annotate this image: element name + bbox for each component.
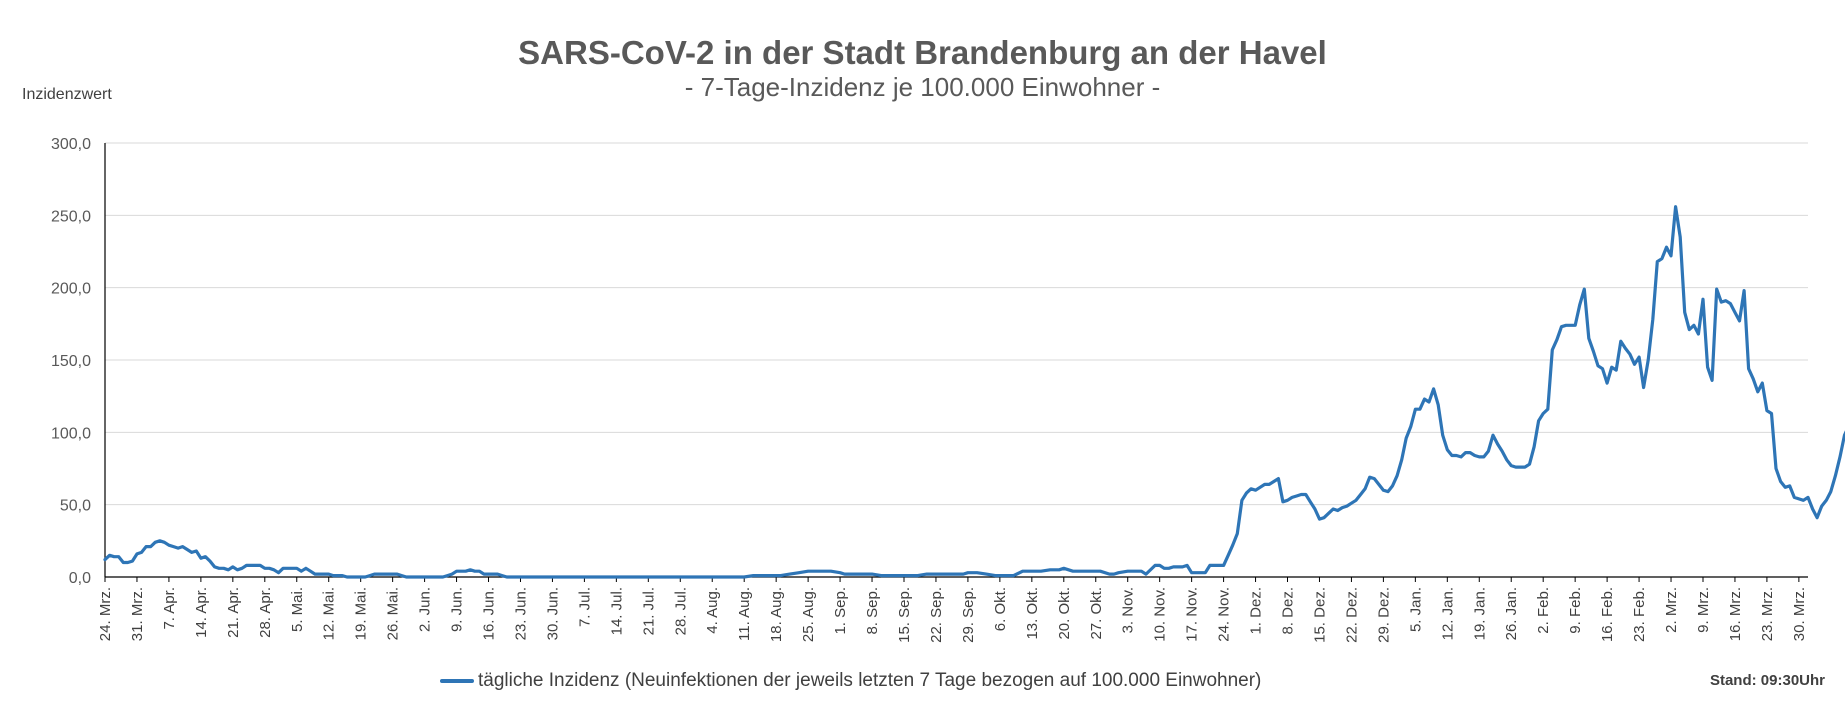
y-axis-label: Inzidenzwert [22, 86, 112, 103]
x-tick-label: 16. Mrz. [1727, 587, 1744, 641]
x-tick-label: 21. Apr. [225, 587, 242, 638]
x-tick-label: 9. Jun. [449, 587, 466, 632]
x-tick-label: 28. Jul. [672, 587, 689, 635]
y-tick-label: 200,0 [51, 281, 91, 298]
x-tick-label: 3. Nov. [1120, 587, 1137, 633]
x-tick-label: 23. Feb. [1631, 587, 1648, 642]
x-tick-label: 30. Mrz. [1791, 587, 1808, 641]
y-tick-label: 250,0 [51, 208, 91, 225]
x-tick-label: 23. Jun. [512, 587, 529, 640]
x-tick-label: 2. Jun. [417, 587, 434, 632]
x-tick-label: 14. Apr. [193, 587, 210, 638]
x-tick-label: 19. Jan. [1471, 587, 1488, 640]
x-tick-label: 15. Sep. [896, 587, 913, 643]
x-tick-label: 30. Jun. [544, 587, 561, 640]
chart-title: SARS-CoV-2 in der Stadt Brandenburg an d… [518, 34, 1327, 71]
x-tick-label: 5. Jan. [1407, 587, 1424, 632]
x-tick-label: 6. Okt. [992, 587, 1009, 631]
x-tick-label: 28. Apr. [257, 587, 274, 638]
x-tick-label: 7. Apr. [161, 587, 178, 630]
x-tick-label: 7. Jul. [576, 587, 593, 627]
x-tick-label: 8. Sep. [864, 587, 881, 635]
x-tick-label: 9. Feb. [1567, 587, 1584, 634]
x-tick-label: 17. Nov. [1184, 587, 1201, 642]
x-tick-label: 16. Feb. [1599, 587, 1616, 642]
x-tick-label: 2. Mrz. [1663, 587, 1680, 633]
x-tick-label: 1. Dez. [1248, 587, 1265, 635]
x-tick-label: 16. Jun. [481, 587, 498, 640]
axes [104, 143, 1808, 578]
x-tick-label: 12. Jan. [1439, 587, 1456, 640]
x-tick-label: 21. Jul. [640, 587, 657, 635]
x-tick-label: 20. Okt. [1056, 587, 1073, 640]
y-tick-label: 300,0 [51, 136, 91, 153]
chart-subtitle: - 7-Tage-Inzidenz je 100.000 Einwohner - [684, 72, 1161, 102]
grid-lines [105, 142, 1808, 506]
series-layer [103, 205, 1845, 579]
x-tick-label: 27. Okt. [1088, 587, 1105, 640]
x-tick-label: 10. Nov. [1152, 587, 1169, 642]
y-tick-label: 100,0 [51, 425, 91, 442]
y-tick-label: 50,0 [60, 498, 91, 515]
legend-swatch [440, 679, 474, 683]
x-tick-label: 26. Jan. [1503, 587, 1520, 640]
legend: tägliche Inzidenz (Neuinfektionen der je… [440, 670, 1261, 692]
y-tick-label: 150,0 [51, 353, 91, 370]
x-tick-label: 8. Dez. [1280, 587, 1297, 635]
x-tick-label: 1. Sep. [832, 587, 849, 635]
x-tick-label: 29. Dez. [1375, 587, 1392, 643]
x-tick-label: 11. Aug. [736, 587, 753, 641]
x-tick-label: 12. Mai. [321, 587, 338, 640]
x-tick-label: 19. Mai. [353, 587, 370, 640]
x-tick-label: 5. Mai. [289, 587, 306, 632]
x-tick-label: 26. Mai. [385, 587, 402, 640]
series-line [103, 205, 1845, 579]
x-tick-label: 25. Aug. [800, 587, 817, 642]
x-tick-label: 22. Sep. [928, 587, 945, 643]
x-tick-label: 29. Sep. [960, 587, 977, 643]
x-tick-label: 31. Mrz. [129, 587, 146, 641]
x-tick-labels: 24. Mrz. 31. Mrz. 7. Apr. 14. Apr. 21. Apr. 2… [97, 577, 1808, 643]
y-tick-labels: 0,0 50,0 100,0 150,0 200,0 250,0 300,0 [51, 136, 91, 587]
x-tick-label: 18. Aug. [768, 587, 785, 642]
x-tick-label: 9. Mrz. [1695, 587, 1712, 633]
timestamp-label: Stand: 09:30Uhr [1709, 672, 1825, 689]
x-tick-label: 4. Aug. [704, 587, 721, 634]
x-tick-label: 24. Nov. [1216, 587, 1233, 642]
x-tick-label: 14. Jul. [608, 587, 625, 635]
legend-label: tägliche Inzidenz (Neuinfektionen der je… [478, 670, 1262, 691]
x-tick-label: 22. Dez. [1343, 587, 1360, 643]
x-tick-label: 23. Mrz. [1759, 587, 1776, 641]
x-tick-label: 15. Dez. [1311, 587, 1328, 643]
x-tick-label: 24. Mrz. [97, 587, 114, 641]
x-tick-label: 2. Feb. [1535, 587, 1552, 634]
x-tick-label: 13. Okt. [1024, 587, 1041, 640]
y-tick-label: 0,0 [69, 570, 91, 587]
